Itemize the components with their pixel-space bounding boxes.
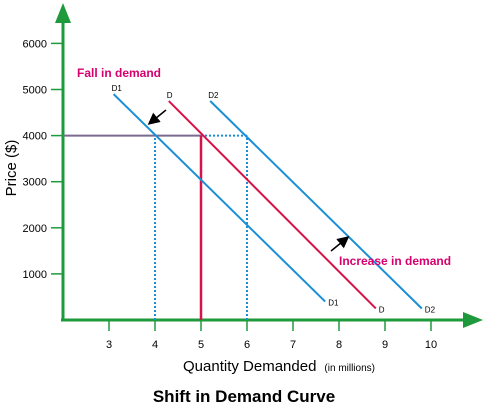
x-tick-label-8: 8 xyxy=(336,339,342,351)
x-axis-label: Quantity Demanded (in millions) xyxy=(183,358,375,375)
y-axis-label: Price ($) xyxy=(3,140,20,197)
curve-label-bottom-d1: D1 xyxy=(328,299,339,308)
x-axis-label-unit: (in millions) xyxy=(324,363,375,374)
y-tick-label-5000: 5000 xyxy=(23,85,47,97)
curve-label-bottom-d: D xyxy=(379,305,385,314)
demand-curve-d xyxy=(168,100,377,310)
curve-labels: D1 D1 D D D2 D2 xyxy=(112,84,436,314)
x-tick-label-6: 6 xyxy=(244,339,250,351)
x-tick-label-5: 5 xyxy=(198,339,204,351)
demand-curve-d1 xyxy=(112,93,326,303)
x-tick-label-7: 7 xyxy=(290,339,296,351)
curve-label-top-d: D xyxy=(167,91,173,100)
y-tick-label-4000: 4000 xyxy=(23,131,47,143)
x-tick-label-9: 9 xyxy=(382,339,388,351)
annotation-fall-in-demand: Fall in demand xyxy=(77,66,161,80)
x-tick-label-10: 10 xyxy=(425,339,437,351)
curve-label-top-d2: D2 xyxy=(208,91,219,100)
arrow-fall-in-demand xyxy=(147,109,167,125)
x-tick-label-3: 3 xyxy=(106,339,112,351)
reference-lines xyxy=(63,134,248,320)
demand-curve-d2 xyxy=(209,100,423,310)
axis-ticks: 3 4 5 6 7 8 9 10 1000 2000 3000 4000 5000 6000 xyxy=(23,38,438,351)
x-axis-arrowhead xyxy=(463,312,483,328)
annotation-increase-in-demand: Increase in demand xyxy=(339,254,451,268)
y-tick-label-6000: 6000 xyxy=(23,38,47,50)
demand-curves xyxy=(112,93,423,310)
chart-title: Shift in Demand Curve xyxy=(153,387,335,406)
x-axis-label-text: Quantity Demanded xyxy=(183,358,316,375)
curve-label-bottom-d2: D2 xyxy=(425,305,436,314)
y-tick-label-2000: 2000 xyxy=(23,223,47,235)
x-tick-label-4: 4 xyxy=(152,339,158,351)
arrow-increase-in-demand xyxy=(330,236,350,252)
y-tick-label-1000: 1000 xyxy=(23,269,47,281)
y-axis-arrowhead xyxy=(55,3,71,23)
curve-label-top-d1: D1 xyxy=(112,84,123,93)
y-tick-label-3000: 3000 xyxy=(23,177,47,189)
axes xyxy=(55,3,483,328)
